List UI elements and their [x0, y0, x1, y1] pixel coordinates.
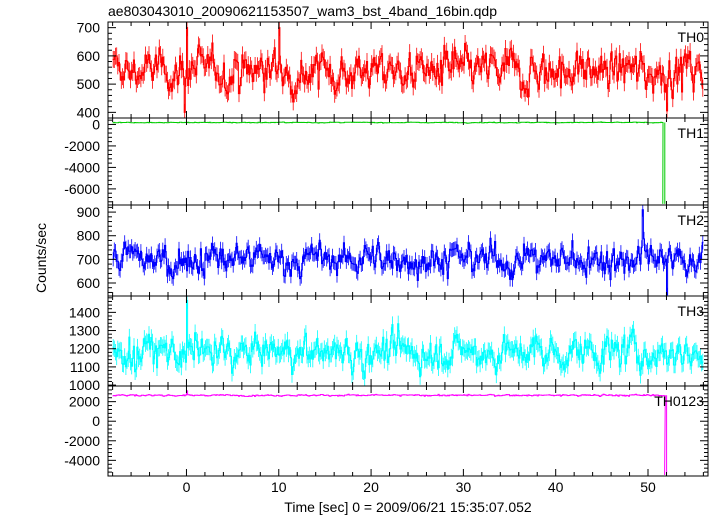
- y-tick-label: 800: [77, 228, 101, 244]
- y-tick-label: 1300: [69, 323, 100, 339]
- y-tick-label: 700: [77, 251, 101, 267]
- series-th0: [112, 27, 704, 113]
- panel-th0: 400 500 600 700 TH0: [77, 20, 709, 120]
- y-tick-label: 1100: [70, 359, 100, 375]
- panel-th0123: -4000 -2000 0 2000 TH0123: [64, 385, 709, 477]
- x-tick-label: 20: [363, 479, 379, 495]
- y-tick-label: 2000: [69, 394, 100, 410]
- y-tick-label: 500: [77, 76, 101, 92]
- chart-title: ae803043010_20090621153507_wam3_bst_4ban…: [108, 3, 497, 19]
- y-tick-label: -2000: [64, 433, 100, 449]
- y-tick-label: -2000: [64, 138, 100, 154]
- y-tick-label: 900: [77, 204, 101, 220]
- y-tick-label: 1400: [69, 304, 100, 320]
- panel-label-th1: TH1: [678, 125, 705, 141]
- panel-frame: [107, 385, 709, 477]
- y-tick-label: 1000: [69, 377, 100, 393]
- series-th0123: [112, 390, 668, 476]
- series-th2: [112, 209, 704, 296]
- y-tick-label: 700: [77, 20, 101, 36]
- panel-th1: -6000 -4000 -2000 0 TH1: [64, 116, 709, 206]
- series-th3: [112, 300, 704, 379]
- y-tick-label: -4000: [64, 452, 100, 468]
- series-th1: [112, 121, 666, 204]
- y-tick-label: 400: [77, 104, 101, 120]
- x-tick-label: 30: [456, 479, 472, 495]
- y-tick-label: 600: [77, 48, 101, 64]
- x-tick-label: 0: [183, 479, 191, 495]
- y-tick-label: 600: [77, 275, 101, 291]
- y-tick-label: -6000: [64, 181, 100, 197]
- panel-frame: [107, 117, 709, 206]
- panel-frame: [107, 204, 709, 297]
- y-tick-label: 0: [92, 413, 100, 429]
- panel-frame: [107, 295, 709, 387]
- x-tick-label: 50: [640, 479, 656, 495]
- panel-label-th0123: TH0123: [654, 393, 704, 409]
- x-tick-label: 40: [548, 479, 564, 495]
- panel-th3: 1000 1100 1200 1300 1400 TH3: [69, 295, 709, 393]
- series-th0123-errorbars: [112, 390, 666, 397]
- y-tick-label: 0: [92, 116, 100, 132]
- panel-th2: 600 700 800 900 TH2: [77, 204, 709, 297]
- panel-label-th0: TH0: [678, 29, 705, 45]
- panels: 400500600700TH0-6000-4000-20000TH1600700…: [64, 20, 709, 495]
- x-axis-label: Time [sec] 0 = 2009/06/21 15:35:07.052: [284, 499, 532, 515]
- y-axis-label: Counts/sec: [33, 223, 49, 293]
- panel-label-th3: TH3: [678, 303, 705, 319]
- x-tick-label: 10: [271, 479, 287, 495]
- panel-label-th2: TH2: [678, 212, 705, 228]
- y-tick-label: -4000: [64, 159, 100, 175]
- y-tick-label: 1200: [69, 341, 100, 357]
